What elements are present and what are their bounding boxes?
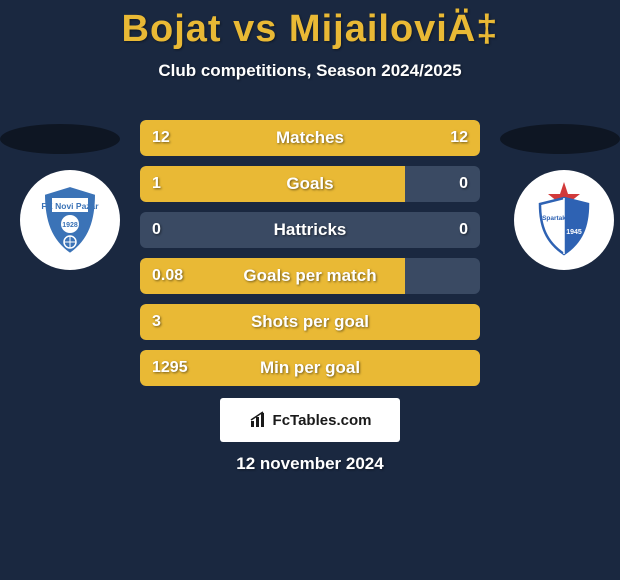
footer-date: 12 november 2024: [0, 454, 620, 474]
badge-left-club: FK Novi Pazar: [41, 201, 99, 211]
stat-label: Hattricks: [140, 220, 480, 240]
attribution-box: FcTables.com: [220, 398, 400, 442]
badge-left-year: 1928: [62, 222, 78, 229]
stat-row: 12 Matches 12: [140, 120, 480, 156]
badge-shadow-left: [0, 124, 120, 154]
page-title: Bojat vs MijailoviÄ‡: [0, 0, 620, 51]
stat-row: 1295 Min per goal: [140, 350, 480, 386]
stat-label: Min per goal: [140, 358, 480, 378]
shield-icon: FK Novi Pazar 1928: [30, 180, 110, 260]
stat-row: 1 Goals 0: [140, 166, 480, 202]
bars-icon: [249, 410, 269, 430]
stat-label: Goals per match: [140, 266, 480, 286]
stat-row: 3 Shots per goal: [140, 304, 480, 340]
club-badge-right: Spartak 1945: [514, 170, 614, 270]
shield-icon: Spartak 1945: [524, 180, 604, 260]
club-badge-left: FK Novi Pazar 1928: [20, 170, 120, 270]
stat-label: Goals: [140, 174, 480, 194]
badge-right-year: 1945: [566, 229, 582, 236]
stats-chart: 12 Matches 12 1 Goals 0 0 Hattricks 0 0.…: [140, 120, 480, 396]
stat-value-right: 0: [459, 221, 468, 239]
badge-right-club: Spartak: [542, 215, 566, 222]
stat-row: 0.08 Goals per match: [140, 258, 480, 294]
stat-label: Shots per goal: [140, 312, 480, 332]
stat-label: Matches: [140, 128, 480, 148]
page-subtitle: Club competitions, Season 2024/2025: [0, 61, 620, 81]
stat-row: 0 Hattricks 0: [140, 212, 480, 248]
badge-shadow-right: [500, 124, 620, 154]
stat-value-right: 0: [459, 175, 468, 193]
attribution-text: FcTables.com: [273, 412, 372, 429]
stat-value-right: 12: [450, 129, 468, 147]
